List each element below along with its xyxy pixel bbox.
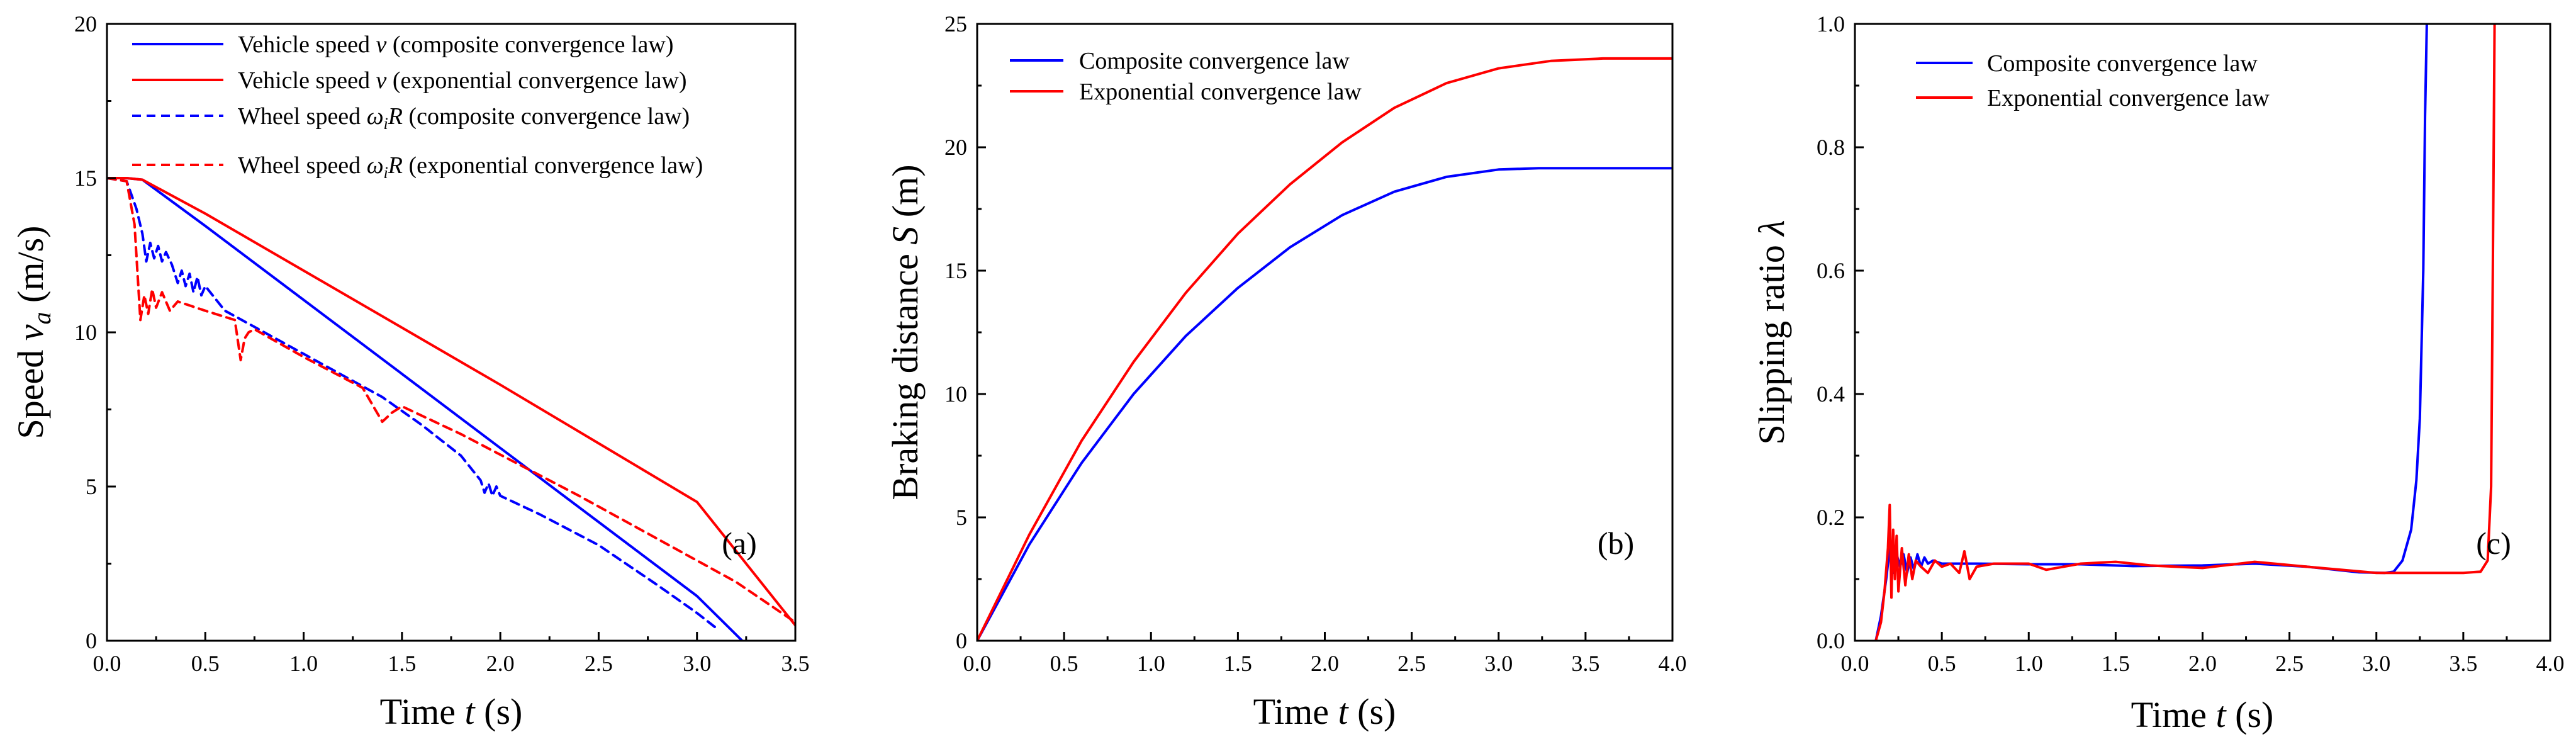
x-tick-label-a-3: 1.5 bbox=[388, 651, 416, 676]
x-tick-label-c-1: 0.5 bbox=[1928, 651, 1956, 676]
x-tick-label-a-1: 0.5 bbox=[191, 651, 220, 676]
x-tick-label-a-5: 2.5 bbox=[585, 651, 613, 676]
panel-c-label: (c) bbox=[2476, 526, 2511, 561]
panel-c-xlabel: Time t (s) bbox=[2131, 694, 2274, 735]
panel-b-ticks: 0.0 0.5 1.0 1.5 2.0 2.5 3.0 3.5 4.0 0 5 10 15 20 25 bbox=[944, 11, 1687, 676]
y-tick-label-b-5: 25 bbox=[944, 11, 967, 37]
x-tick-label-b-0: 0.0 bbox=[963, 651, 992, 676]
y-tick-label-c-4: 0.8 bbox=[1817, 135, 1845, 160]
panel-a-legend: Vehicle speed v (composite convergence l… bbox=[132, 31, 703, 182]
y-tick-label-b-0: 0 bbox=[956, 628, 967, 653]
x-tick-label-b-2: 1.0 bbox=[1137, 651, 1165, 676]
series-line-b-2 bbox=[977, 57, 1672, 641]
panel-a: 0.0 0.5 1.0 1.5 2.0 2.5 3.0 3.5 0 5 10 15 20 Speed v… bbox=[10, 11, 810, 732]
panel-a-xlabel: Time t (s) bbox=[380, 691, 523, 732]
panel-a-lines bbox=[107, 177, 795, 641]
y-tick-label-b-3: 15 bbox=[944, 258, 967, 283]
series-line-a-3 bbox=[107, 177, 718, 630]
x-tick-label-b-8: 4.0 bbox=[1659, 651, 1687, 676]
x-tick-label-c-8: 4.0 bbox=[2536, 651, 2565, 676]
y-tick-label-b-2: 10 bbox=[944, 381, 967, 407]
x-tick-label-b-3: 1.5 bbox=[1224, 651, 1252, 676]
panel-b-xlabel: Time t (s) bbox=[1253, 691, 1396, 732]
x-tick-label-c-2: 1.0 bbox=[2015, 651, 2043, 676]
y-tick-label-c-3: 0.6 bbox=[1817, 258, 1845, 283]
panel-b-legend: Composite convergence law Exponential co… bbox=[1010, 48, 1362, 105]
y-tick-label-c-2: 0.4 bbox=[1817, 381, 1845, 407]
y-tick-label-a-2: 10 bbox=[74, 320, 97, 345]
panel-b-label: (b) bbox=[1598, 526, 1634, 561]
series-line-a-4 bbox=[107, 177, 795, 624]
panel-b: 0.0 0.5 1.0 1.5 2.0 2.5 3.0 3.5 4.0 0 5 10 15 20 25 Br… bbox=[885, 11, 1687, 732]
y-tick-label-c-5: 1.0 bbox=[1817, 11, 1845, 37]
panel-a-ticks: 0.0 0.5 1.0 1.5 2.0 2.5 3.0 3.5 0 5 10 15 20 bbox=[74, 11, 810, 676]
legend-a-entry-2: Vehicle speed v (exponential convergence… bbox=[238, 67, 687, 94]
panel-c-legend: Composite convergence law Exponential co… bbox=[1916, 50, 2270, 111]
panel-c-ticks: 0.0 0.5 1.0 1.5 2.0 2.5 3.0 3.5 4.0 0.0 0.2 0.4 0.6 0… bbox=[1817, 11, 2565, 676]
panel-a-label: (a) bbox=[722, 526, 757, 561]
panel-c: 0.0 0.5 1.0 1.5 2.0 2.5 3.0 3.5 4.0 0.0 0.2 0.4 0.6 0… bbox=[1751, 11, 2565, 735]
series-line-a-2 bbox=[107, 177, 795, 627]
y-tick-label-a-1: 5 bbox=[86, 474, 97, 499]
series-line-c-1 bbox=[1874, 24, 2428, 641]
x-tick-label-b-7: 3.5 bbox=[1571, 651, 1599, 676]
x-tick-label-c-5: 2.5 bbox=[2275, 651, 2304, 676]
panel-c-lines bbox=[1874, 24, 2496, 641]
legend-c-entry-2: Exponential convergence law bbox=[1987, 85, 2270, 111]
panel-c-ylabel: Slipping ratio λ bbox=[1751, 220, 1792, 444]
x-tick-label-a-2: 1.0 bbox=[289, 651, 318, 676]
x-tick-label-b-5: 2.5 bbox=[1397, 651, 1426, 676]
y-tick-label-a-0: 0 bbox=[86, 628, 97, 653]
panel-c-frame bbox=[1854, 23, 2551, 642]
x-tick-label-c-3: 1.5 bbox=[2102, 651, 2130, 676]
legend-b-entry-1: Composite convergence law bbox=[1079, 48, 1350, 74]
series-line-c-2 bbox=[1874, 24, 2496, 641]
legend-c-entry-1: Composite convergence law bbox=[1987, 50, 2258, 77]
x-tick-label-b-4: 2.0 bbox=[1311, 651, 1339, 676]
x-tick-label-c-6: 3.0 bbox=[2362, 651, 2390, 676]
x-tick-label-b-6: 3.0 bbox=[1484, 651, 1513, 676]
y-tick-label-c-1: 0.2 bbox=[1817, 505, 1845, 530]
y-tick-label-a-3: 15 bbox=[74, 166, 97, 191]
legend-b-entry-2: Exponential convergence law bbox=[1079, 79, 1362, 105]
panel-a-ylabel: Speed va (m/s) bbox=[10, 226, 56, 439]
legend-a-entry-3: Wheel speed ωiR (composite convergence l… bbox=[238, 103, 690, 133]
series-line-b-1 bbox=[977, 167, 1672, 641]
y-tick-label-b-1: 5 bbox=[956, 505, 967, 530]
y-tick-label-b-4: 20 bbox=[944, 135, 967, 160]
panel-b-lines bbox=[977, 57, 1672, 641]
y-tick-label-a-4: 20 bbox=[74, 11, 97, 37]
x-tick-label-a-6: 3.0 bbox=[683, 651, 711, 676]
panel-b-frame bbox=[976, 23, 1674, 642]
x-tick-label-b-1: 0.5 bbox=[1050, 651, 1078, 676]
x-tick-label-c-0: 0.0 bbox=[1841, 651, 1869, 676]
x-tick-label-a-4: 2.0 bbox=[486, 651, 515, 676]
legend-a-entry-4: Wheel speed ωiR (exponential convergence… bbox=[238, 152, 703, 182]
y-tick-label-c-0: 0.0 bbox=[1817, 628, 1845, 653]
x-tick-label-a-0: 0.0 bbox=[93, 651, 121, 676]
panel-b-ylabel: Braking distance S (m) bbox=[885, 164, 926, 500]
x-tick-label-c-4: 2.0 bbox=[2188, 651, 2217, 676]
x-tick-label-c-7: 3.5 bbox=[2449, 651, 2477, 676]
x-tick-label-a-7: 3.5 bbox=[781, 651, 810, 676]
legend-a-entry-1: Vehicle speed v (composite convergence l… bbox=[238, 31, 674, 58]
series-line-a-1 bbox=[107, 177, 744, 641]
